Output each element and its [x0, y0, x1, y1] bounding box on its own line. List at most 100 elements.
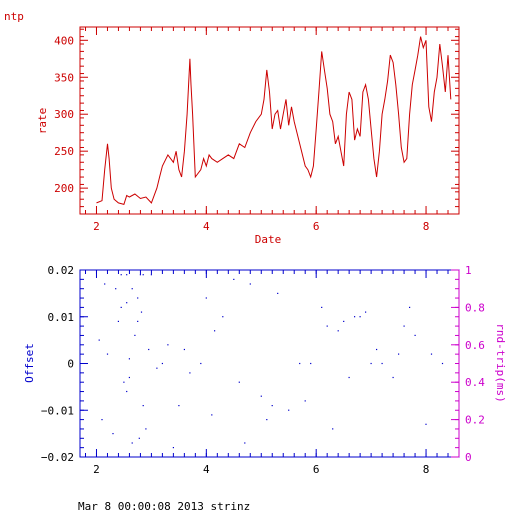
offset-point [131, 442, 133, 444]
offset-point [104, 283, 106, 285]
offset-point [299, 362, 301, 365]
offset-point [326, 325, 328, 327]
offset-point [189, 372, 191, 374]
offset-point [321, 306, 323, 308]
offset-point [343, 320, 345, 322]
offset-point [178, 405, 180, 407]
chart-title: ntp [4, 10, 24, 23]
offset-point [183, 348, 185, 351]
offset-point [140, 311, 143, 313]
offset-point [392, 376, 394, 379]
offset-point [137, 320, 139, 322]
x-tick-label: 8 [423, 463, 430, 476]
offset-point [142, 274, 144, 276]
y-tick-label: −0.01 [41, 404, 74, 417]
round-trip-axis-label: rnd-trip(ms) [494, 323, 507, 402]
offset-point [101, 419, 103, 421]
offset-point [277, 292, 279, 294]
offset-point [244, 442, 246, 444]
y-tick-label: 0.01 [48, 311, 75, 324]
x-tick-label: 6 [313, 463, 320, 476]
offset-point [112, 433, 114, 435]
offset-point [205, 297, 207, 299]
y-tick-label: 350 [54, 71, 74, 84]
offset-point [403, 325, 405, 327]
offset-point [365, 311, 367, 313]
offset-point [148, 348, 150, 351]
offset-point [128, 358, 130, 360]
offset-point [271, 405, 273, 407]
offset-point [370, 362, 372, 365]
offset-point [126, 302, 128, 304]
y2-tick-label: 0.2 [465, 414, 485, 427]
bottom-left-y-tick-labels: −0.02 −0.01 0 0.01 0.02 [41, 264, 74, 464]
y-tick-label: 200 [54, 182, 74, 195]
offset-point [126, 274, 128, 276]
bottom-right-y-tick-labels: 0 0.2 0.4 0.6 0.8 1 [465, 264, 485, 464]
offset-point [376, 348, 378, 351]
y-tick-label: 0 [67, 358, 74, 371]
x-tick-label: 6 [313, 220, 320, 233]
offset-point [425, 423, 427, 425]
offset-point [398, 353, 400, 355]
offset-point [98, 339, 100, 341]
offset-point [142, 405, 144, 407]
offset-point [137, 297, 139, 299]
offset-point [120, 306, 122, 308]
offset-point [161, 362, 163, 365]
offset-point [128, 376, 130, 379]
offset-point [381, 362, 383, 365]
offset-point [117, 320, 119, 322]
top-x-tick-labels: 2 4 6 8 [93, 220, 429, 233]
bottom-plot-frame [79, 269, 460, 458]
offset-axis-label: Offset [23, 343, 36, 383]
top-y-tick-labels: 200 250 300 350 400 [54, 34, 74, 195]
offset-point [249, 283, 251, 285]
offset-point [348, 376, 350, 379]
offset-point [266, 419, 268, 421]
offset-point [337, 330, 339, 332]
y2-tick-label: 0.8 [465, 301, 485, 314]
x-tick-label: 4 [203, 463, 210, 476]
top-plot-frame [79, 26, 460, 215]
offset-point [138, 437, 140, 439]
y-tick-label: 250 [54, 145, 74, 158]
bottom-axis-ticks [80, 269, 459, 458]
offset-point [131, 288, 133, 290]
y-tick-label: 400 [54, 34, 74, 47]
y-tick-label: 300 [54, 108, 74, 121]
offset-point [214, 330, 216, 332]
offset-point [359, 316, 361, 318]
offset-point [288, 409, 290, 411]
offset-point [354, 316, 356, 318]
offset-point [120, 274, 122, 276]
x-tick-label: 2 [93, 463, 100, 476]
offset-point [222, 316, 224, 318]
x-tick-label: 4 [203, 220, 210, 233]
offset-point [304, 400, 306, 402]
offset-point [134, 334, 136, 336]
top-axis-ticks [80, 27, 459, 215]
top-x-axis-label: Date [255, 233, 282, 246]
offset-point [139, 274, 141, 276]
y2-tick-label: 1 [465, 264, 472, 277]
x-tick-label: 8 [423, 220, 430, 233]
footer-timestamp: Mar 8 00:00:08 2013 strinz [78, 500, 250, 512]
offset-point [145, 428, 147, 430]
offset-point [238, 381, 240, 383]
offset-point [115, 288, 117, 290]
y-tick-label: −0.02 [41, 451, 74, 464]
y2-tick-label: 0.6 [465, 339, 485, 352]
offset-point [150, 274, 152, 276]
offset-point [441, 362, 444, 365]
offset-point [172, 447, 174, 449]
offset-point [430, 353, 433, 355]
top-y-axis-label: rate [36, 108, 49, 135]
offset-point [414, 334, 416, 336]
y2-tick-label: 0 [465, 451, 472, 464]
rate-line [96, 36, 452, 206]
offset-point [211, 414, 213, 416]
offset-point [310, 362, 312, 365]
offset-point [156, 367, 158, 369]
